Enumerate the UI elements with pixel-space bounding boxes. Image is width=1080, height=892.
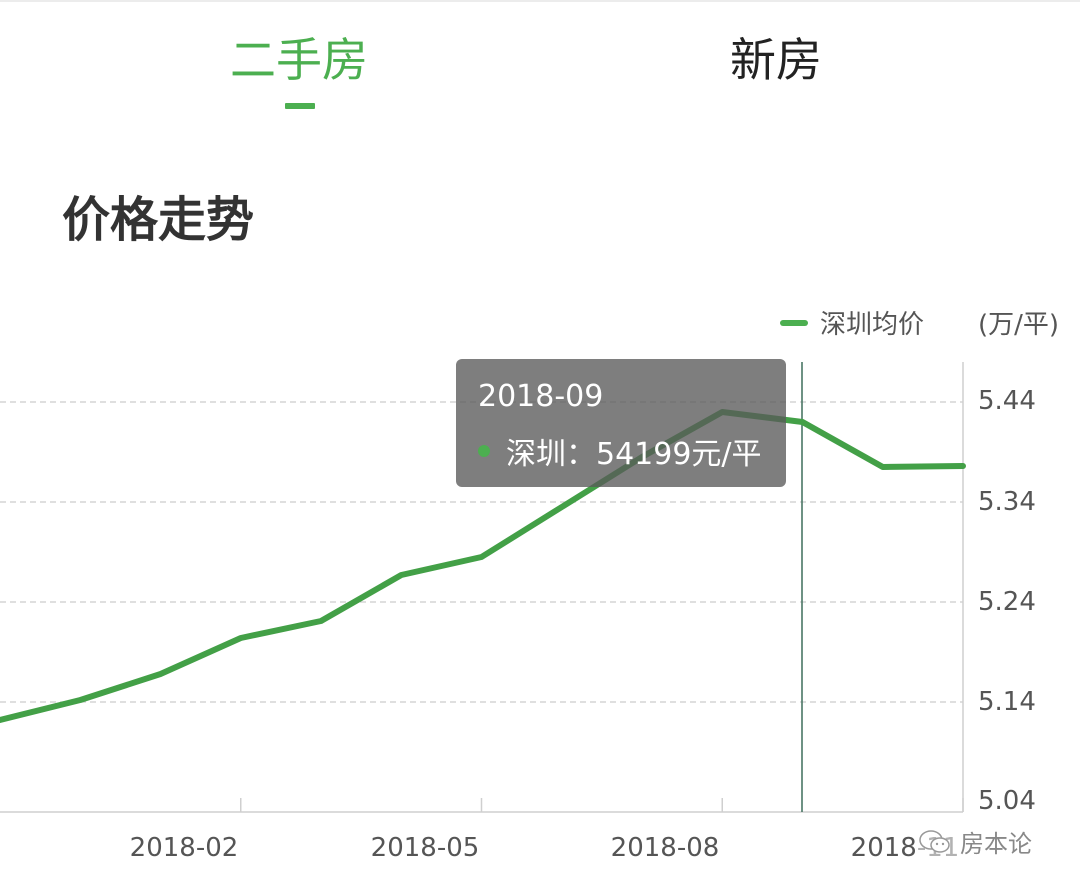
y-tick-label: 5.24	[978, 587, 1036, 617]
tab-new-house[interactable]: 新房	[730, 33, 822, 87]
active-tab-indicator	[285, 103, 315, 109]
y-tick-label: 5.04	[978, 786, 1036, 816]
wechat-icon	[919, 829, 950, 853]
series-dot-icon	[478, 445, 490, 457]
series-line-shenzhen[interactable]	[0, 409, 966, 723]
tooltip-value: 54199元/平	[596, 437, 762, 472]
y-tick-label: 5.34	[978, 487, 1036, 517]
tooltip-row: 深圳： 54199元/平	[478, 429, 762, 473]
y-tick-label: 5.14	[978, 687, 1036, 717]
x-tick-label: 2018-02	[129, 833, 239, 863]
watermark: 房本论	[918, 824, 1032, 859]
tab-second-hand[interactable]: 二手房	[230, 33, 368, 87]
chart-legend[interactable]: 深圳均价	[780, 304, 924, 341]
chart-tooltip: 2018-09 深圳： 54199元/平	[456, 359, 786, 487]
y-axis-unit: (万/平)	[978, 310, 1060, 340]
legend-label: 深圳均价	[820, 310, 925, 340]
tooltip-series-label: 深圳：	[506, 437, 596, 472]
y-tick-label: 5.44	[978, 386, 1036, 416]
section-title: 价格走势	[62, 192, 255, 248]
legend-line-icon	[780, 319, 808, 326]
watermark-text: 房本论	[960, 830, 1032, 858]
x-tick-label: 2018-05	[370, 833, 480, 863]
x-tick-label: 2018-08	[610, 833, 720, 863]
top-border	[0, 0, 1080, 2]
tooltip-date: 2018-09	[478, 379, 604, 414]
x-axis-ticks	[240, 798, 964, 812]
